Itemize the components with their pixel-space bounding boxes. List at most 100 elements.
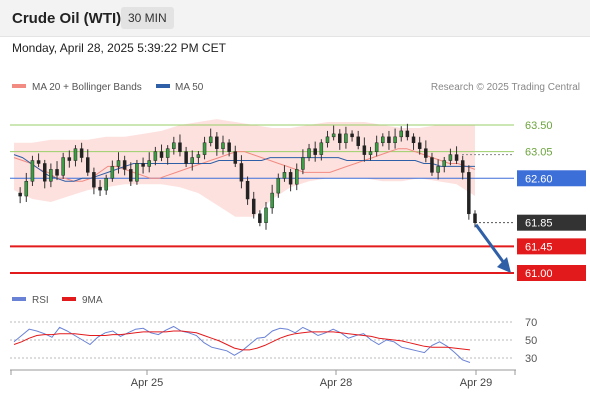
level-badge-61.00	[517, 265, 586, 281]
level-label-63.50: 63.50	[525, 120, 553, 132]
candle-body	[42, 163, 47, 182]
level-badge-61.45	[517, 238, 586, 255]
candle-body	[122, 160, 127, 170]
rsi-legend-swatch	[12, 297, 26, 301]
candle-body	[153, 151, 158, 161]
candle-body	[73, 148, 78, 161]
candle-body	[424, 148, 428, 158]
candle-body	[454, 154, 459, 161]
candle-body	[18, 192, 22, 197]
candle-body	[430, 157, 434, 173]
level-label-61.85: 61.85	[525, 218, 553, 230]
candle-body	[251, 198, 256, 215]
candle-body	[460, 160, 465, 173]
candle-body	[362, 145, 367, 155]
projection-arrow-shaft	[474, 223, 506, 264]
candle-body	[350, 133, 354, 138]
candle-body	[270, 192, 274, 209]
candle-body	[282, 172, 287, 179]
rsi-ma-legend-label: 9MA	[82, 295, 103, 306]
candle-body	[417, 142, 422, 149]
candle-body	[159, 151, 164, 158]
candle-body	[473, 213, 477, 223]
rsi-tick-30: 30	[525, 353, 537, 365]
level-label-63.05: 63.05	[525, 147, 553, 159]
candle-body	[338, 133, 342, 144]
candle-body	[67, 157, 72, 161]
candle-body	[381, 136, 385, 144]
candle-body	[442, 160, 447, 167]
level-badge-61.85	[517, 214, 586, 231]
candle-body	[79, 148, 84, 158]
candle-body	[24, 180, 29, 197]
x-tick-label: Apr 25	[131, 377, 163, 389]
candle-body	[104, 178, 108, 191]
candle-body	[98, 186, 102, 191]
candle-body	[294, 169, 299, 185]
rsi-legend-label: RSI	[32, 295, 49, 306]
candle-body	[36, 160, 41, 164]
x-tick-label: Apr 29	[460, 377, 492, 389]
candle-body	[393, 136, 397, 144]
candle-body	[239, 163, 244, 182]
candle-body	[49, 169, 53, 182]
level-label-62.60: 62.60	[525, 173, 553, 185]
candle-body	[313, 148, 317, 155]
level-label-61.45: 61.45	[525, 241, 553, 253]
candle-body	[233, 151, 238, 164]
level-badge-62.60	[517, 170, 586, 187]
candle-body	[135, 163, 139, 182]
candle-body	[61, 157, 65, 176]
timeframe-selector[interactable]: 30 MIN	[121, 7, 174, 29]
candle-body	[467, 172, 471, 215]
candle-body	[227, 142, 231, 152]
rsi-tick-70: 70	[525, 317, 537, 329]
candle-body	[356, 136, 360, 146]
level-label-61.00: 61.00	[525, 268, 553, 280]
candle-body	[172, 142, 176, 149]
rsi-series-rsi	[13, 325, 471, 363]
candle-body	[399, 130, 403, 138]
ma50-line	[13, 154, 475, 182]
rsi-tick-50: 50	[525, 335, 537, 347]
projection-arrow-head	[497, 257, 511, 273]
candle-body	[264, 207, 268, 223]
candle-body	[141, 163, 145, 167]
candle-body	[368, 151, 373, 155]
candle-body	[448, 154, 453, 161]
ma20-legend-label: MA 20 + Bollinger Bands	[32, 82, 142, 93]
candle-body	[184, 151, 188, 164]
candle-body	[301, 157, 305, 170]
candle-body	[147, 160, 151, 167]
candle-body	[405, 130, 410, 138]
candle-body	[344, 133, 348, 144]
ma50-legend-label: MA 50	[175, 82, 204, 93]
ma50-legend-swatch	[156, 84, 170, 88]
candle-body	[208, 136, 213, 144]
candle-body	[30, 160, 35, 182]
candle-body	[258, 213, 262, 223]
candle-body	[55, 169, 59, 176]
rsi-series-9ma	[13, 330, 471, 351]
x-tick-label: Apr 28	[320, 377, 352, 389]
candle-body	[325, 136, 330, 144]
instrument-title: Crude Oil (WTI)	[12, 10, 122, 27]
candle-body	[178, 142, 182, 152]
timestamp: Monday, April 28, 2025 5:39:22 PM CET	[12, 41, 226, 55]
candle-body	[196, 154, 201, 158]
ma20-legend-swatch	[12, 84, 26, 88]
candle-body	[387, 136, 391, 144]
candle-body	[436, 166, 440, 173]
rsi-ma-legend-swatch	[62, 297, 76, 301]
candle-body	[276, 178, 281, 194]
candle-body	[86, 157, 90, 173]
candle-body	[307, 148, 311, 158]
candle-body	[190, 157, 195, 164]
candle-body	[245, 180, 250, 200]
candle-body	[215, 136, 219, 149]
candle-body	[165, 148, 170, 158]
candle-body	[110, 166, 115, 179]
candle-body	[129, 169, 133, 182]
candle-body	[411, 136, 416, 144]
